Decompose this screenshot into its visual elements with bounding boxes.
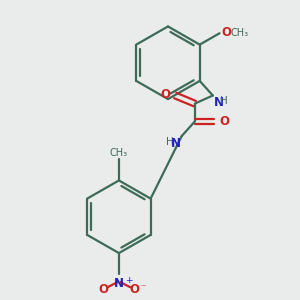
Text: H: H [220,97,228,106]
Text: O: O [129,283,139,296]
Text: N: N [171,137,181,150]
Text: CH₃: CH₃ [110,148,128,158]
Text: O: O [98,283,109,296]
Text: CH₃: CH₃ [230,28,248,38]
Text: N: N [214,97,224,110]
Text: +: + [125,276,132,285]
Text: O: O [219,115,230,128]
Text: O: O [221,26,231,39]
Text: ⁻: ⁻ [140,283,146,293]
Text: H: H [166,137,174,147]
Text: O: O [160,88,170,101]
Text: N: N [114,277,124,290]
